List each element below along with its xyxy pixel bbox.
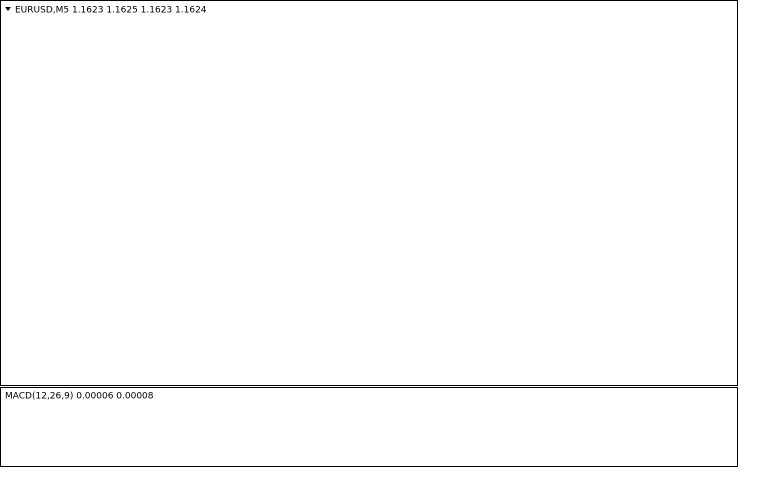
macd-title: MACD(12,26,9) 0.00006 0.00008 — [5, 392, 154, 402]
price-frame — [0, 0, 738, 386]
chart-title: EURUSD,M5 1.1623 1.1625 1.1623 1.1624 — [15, 6, 207, 16]
dropdown-icon — [5, 7, 11, 11]
macd-frame — [0, 387, 738, 467]
